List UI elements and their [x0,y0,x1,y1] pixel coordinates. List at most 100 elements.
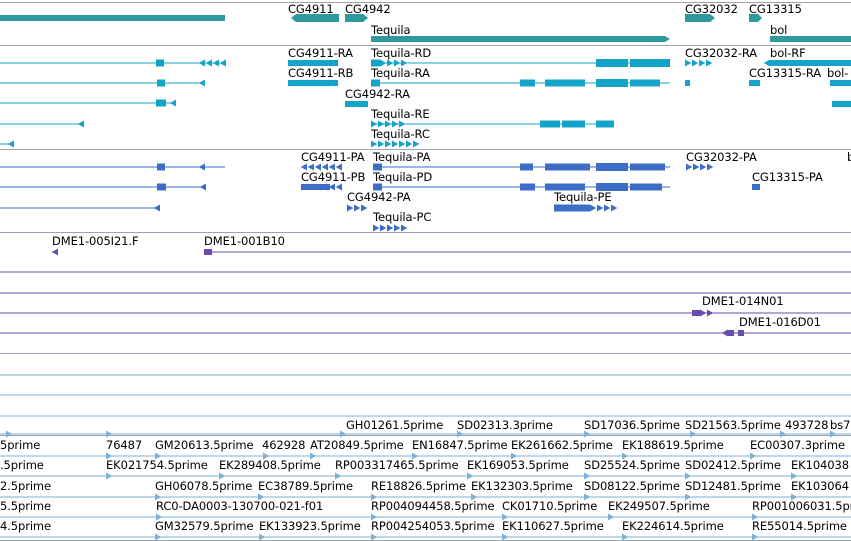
strand-arrow[interactable] [340,430,347,438]
clone-label[interactable]: DME1-014N01 [702,294,784,308]
strand-arrow[interactable] [314,183,321,191]
strand-arrow[interactable] [347,204,354,212]
exon-block[interactable] [157,163,165,171]
strand-arrow[interactable] [706,59,713,67]
strand-arrow[interactable] [321,163,328,171]
strand-arrow[interactable] [263,452,270,460]
exon-block[interactable] [554,204,590,212]
transcript-label[interactable]: CG4911-PA [301,150,365,164]
strand-arrow[interactable] [780,430,787,438]
strand-arrow[interactable] [303,59,310,67]
est-label[interactable]: EK261662.5prime [511,438,613,452]
strand-arrow[interactable] [394,59,401,67]
strand-arrow[interactable] [471,493,478,501]
exon-block[interactable] [692,310,700,316]
strand-arrow[interactable] [315,79,322,87]
strand-arrow[interactable] [707,163,714,171]
strand-arrow[interactable] [597,204,604,212]
strand-arrow[interactable] [378,120,385,128]
strand-arrow[interactable] [692,59,699,67]
transcript-label[interactable]: Tequila-PD [373,170,433,184]
gene-bar[interactable] [0,15,225,21]
strand-arrow[interactable] [590,204,597,212]
strand-arrow[interactable] [378,140,385,148]
est-label[interactable]: RP001006031.5prime [752,499,851,513]
strand-arrow[interactable] [106,452,113,460]
strand-arrow[interactable] [604,204,611,212]
strand-arrow[interactable] [307,163,314,171]
strand-arrow[interactable] [584,472,591,480]
strand-arrow[interactable] [106,430,113,438]
strand-arrow[interactable] [380,224,387,232]
est-label[interactable]: EK132303.5prime [471,479,573,493]
strand-arrow[interactable] [371,140,378,148]
strand-arrow[interactable] [308,79,315,87]
strand-arrow[interactable] [198,79,205,87]
strand-arrow[interactable] [259,533,266,541]
strand-arrow[interactable] [335,163,342,171]
strand-arrow[interactable] [387,59,394,67]
strand-arrow[interactable] [763,59,770,67]
gene-label[interactable]: CG13315 [749,2,802,16]
exon-block[interactable] [373,163,382,171]
transcript-label[interactable]: CG4942-RA [345,87,410,101]
strand-arrow[interactable] [791,493,798,501]
transcript-label[interactable]: Tequila-PA [373,150,431,164]
strand-arrow[interactable] [301,79,308,87]
strand-arrow[interactable] [155,533,162,541]
transcript-label[interactable]: CG13315-RA [749,66,822,80]
transcript-label[interactable]: CG4942-PA [347,190,411,204]
strand-arrow[interactable] [608,513,615,521]
strand-arrow[interactable] [345,100,352,108]
strand-arrow[interactable] [387,224,394,232]
strand-arrow[interactable] [752,533,759,541]
est-label[interactable]: EN16847.5prime [412,438,508,452]
gene-bar[interactable] [345,14,368,22]
est-label[interactable]: EK249507.5prime [608,499,710,513]
strand-arrow[interactable] [322,79,329,87]
strand-arrow[interactable] [686,163,693,171]
strand-arrow[interactable] [700,309,707,317]
est-label[interactable]: GM32579.5prime [155,519,254,533]
exon-block[interactable] [728,330,734,336]
est-label[interactable]: EC00307.3prime [750,438,845,452]
strand-arrow[interactable] [51,248,58,256]
strand-arrow[interactable] [6,430,13,438]
est-label[interactable]: CK01710.5prime [502,499,598,513]
strand-arrow[interactable] [371,513,378,521]
strand-arrow[interactable] [413,140,420,148]
strand-arrow[interactable] [371,493,378,501]
transcript-label[interactable]: Tequila-RD [371,46,432,60]
strand-arrow[interactable] [394,224,401,232]
strand-arrow[interactable] [385,140,392,148]
exon-block[interactable] [156,99,166,107]
clone-label[interactable]: DME1-016D01 [739,315,821,329]
strand-arrow[interactable] [314,163,321,171]
transcript-label[interactable]: Tequila-RA [371,66,430,80]
est-label[interactable]: EK289408.5prime [219,458,321,472]
est-label[interactable]: EK021754.5prime [106,458,208,472]
transcript-label[interactable]: CG4911-RA [288,46,353,60]
exon-block[interactable] [596,59,628,67]
transcript-label[interactable]: Tequila-PE [554,190,612,204]
strand-arrow[interactable] [352,100,359,108]
strand-arrow[interactable] [156,513,163,521]
strand-arrow[interactable] [331,59,338,67]
exon-block[interactable] [596,163,628,171]
exon-block[interactable] [562,120,585,128]
exon-block[interactable] [373,183,382,191]
est-label[interactable]: RP004254053.5prime [371,519,495,533]
clone-label[interactable]: DME1-001B10 [204,234,285,248]
strand-arrow[interactable] [707,309,714,317]
est-label[interactable]: EK188619.5prime [622,438,724,452]
strand-arrow[interactable] [412,452,419,460]
est-label[interactable]: 76487 [106,438,143,452]
transcript-label[interactable]: Tequila-PC [373,210,432,224]
exon-block[interactable] [630,59,670,67]
est-label[interactable]: SD08122.5prime [584,479,680,493]
exon-block[interactable] [545,183,585,191]
gene-bar[interactable] [685,14,715,22]
strand-arrow[interactable] [258,493,265,501]
gene-label[interactable]: CG4942 [345,2,391,16]
exon-block[interactable] [830,80,851,86]
